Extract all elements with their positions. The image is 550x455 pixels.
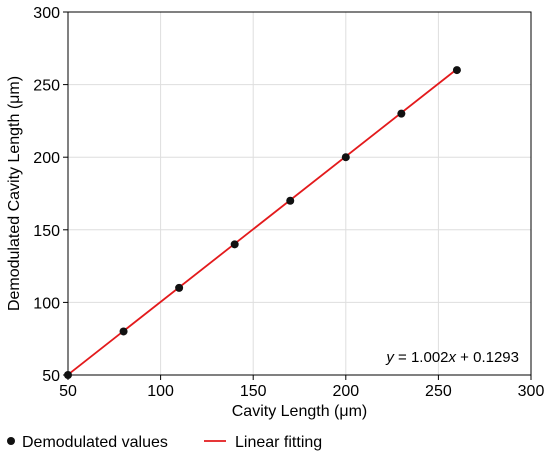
y-tick-label: 50 (42, 368, 60, 385)
equation-y-var: y (385, 349, 395, 366)
data-point (119, 327, 128, 336)
x-tick-label: 300 (518, 383, 545, 400)
data-point (230, 240, 239, 249)
x-tick-label: 100 (147, 383, 174, 400)
y-tick-label: 150 (33, 223, 60, 240)
y-tick-label: 300 (33, 5, 60, 22)
x-tick-label: 250 (425, 383, 452, 400)
data-point (64, 371, 72, 379)
data-point (452, 66, 461, 75)
data-point (286, 196, 295, 205)
x-tick-label: 150 (240, 383, 267, 400)
x-axis-title: Cavity Length (μm) (232, 403, 367, 420)
x-tick-label: 200 (332, 383, 359, 400)
data-point (341, 153, 350, 162)
legend-marker-demodulated (7, 437, 15, 445)
x-tick-labels: 50 100 150 200 250 300 (59, 383, 544, 400)
y-tick-label: 100 (33, 295, 60, 312)
data-point (397, 109, 406, 118)
fit-line-group (67, 68, 458, 376)
fit-equation: y = 1.002x + 0.1293 (385, 349, 519, 366)
legend: Demodulated values Linear fitting (7, 434, 322, 451)
legend-label-demodulated: Demodulated values (22, 434, 168, 451)
data-point (175, 283, 184, 292)
y-tick-labels: 50 100 150 200 250 300 (33, 5, 60, 385)
fit-line (67, 68, 458, 376)
equation-intercept: + 0.1293 (456, 349, 519, 366)
y-tick-label: 250 (33, 78, 60, 95)
data-points-group (64, 66, 461, 379)
equation-slope: = 1.002 (394, 349, 449, 366)
axis-ticks (63, 11, 532, 380)
y-axis-title: Demodulated Cavity Length (μm) (6, 76, 23, 311)
y-tick-label: 200 (33, 150, 60, 167)
x-tick-label: 50 (59, 383, 77, 400)
plot-frame (67, 11, 532, 376)
equation-x-var: x (448, 349, 457, 366)
legend-label-linear-fit: Linear fitting (235, 434, 322, 451)
